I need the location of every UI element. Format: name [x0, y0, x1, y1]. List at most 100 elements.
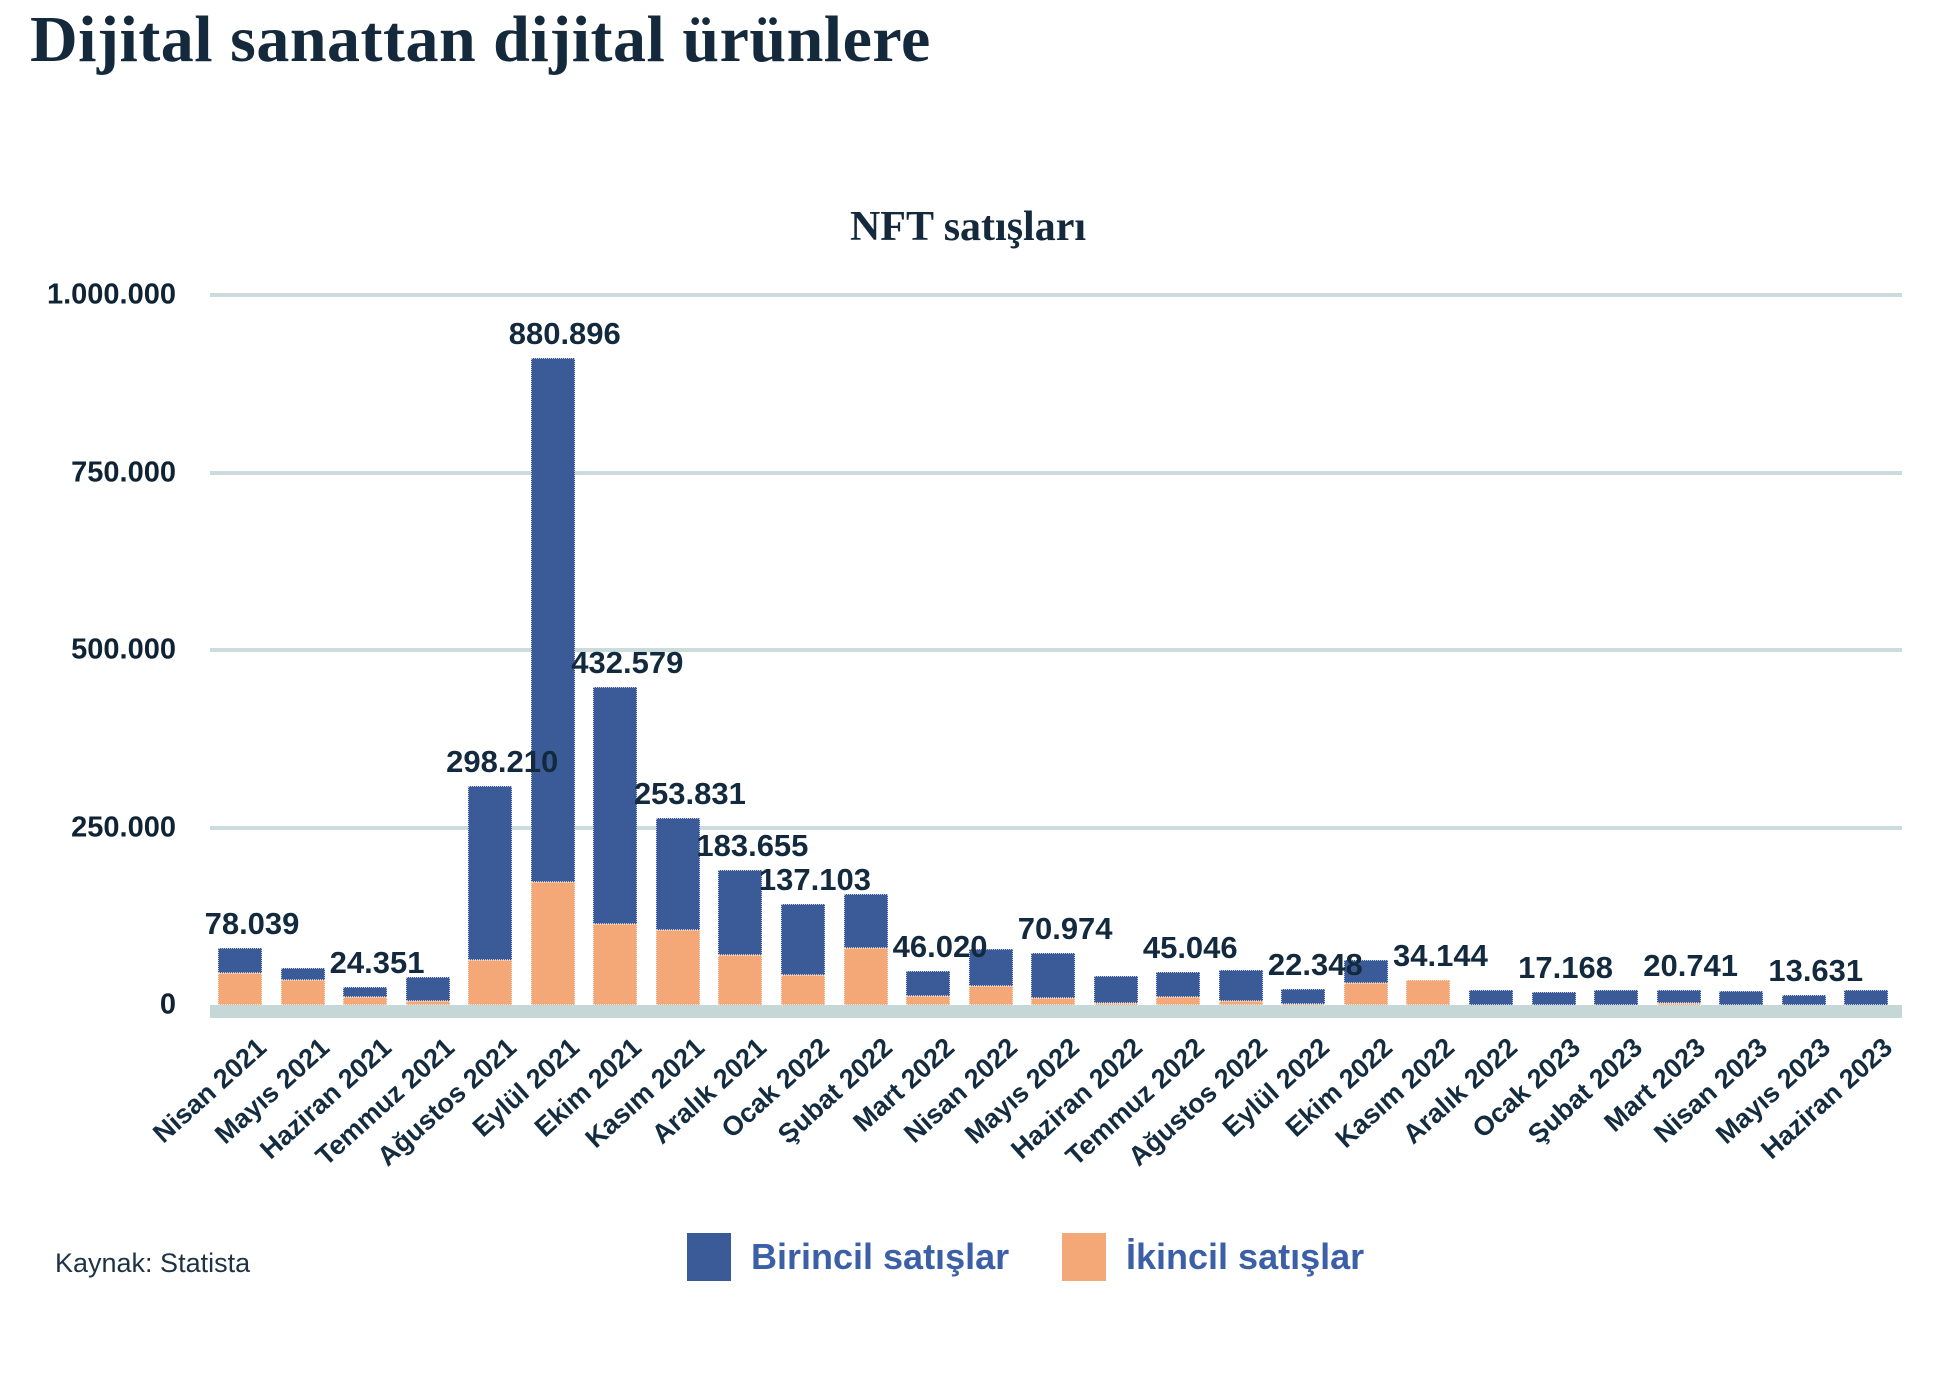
bar-ağustos-2021: [468, 785, 513, 1005]
bar-temmuz-2022: [1156, 971, 1201, 1005]
bar-segment-secondary: [968, 985, 1013, 1005]
bar-segment-secondary: [218, 972, 262, 1005]
bar-segment-primary: [1281, 988, 1326, 1004]
bar-segment-secondary: [593, 924, 638, 1005]
bar-segment-secondary: [906, 996, 951, 1005]
bar-value-label: 34.144: [1393, 937, 1488, 973]
bar-ocak-2022: [780, 904, 825, 1005]
bar-eylül-2022: [1281, 988, 1326, 1005]
bar-segment-primary: [843, 894, 888, 948]
bar-ağustos-2022: [1218, 969, 1263, 1005]
bar-mart-2022: [906, 971, 951, 1005]
bar-segment-primary: [218, 947, 262, 973]
bar-value-label: 45.046: [1142, 929, 1238, 965]
y-axis-tick-label: 1.000.000: [46, 278, 176, 311]
bar-eylül-2021: [530, 357, 575, 1005]
gridline-500000: [210, 648, 1902, 652]
bar-aralık-2021: [718, 870, 763, 1005]
bar-segment-primary: [1469, 990, 1513, 1005]
bar-segment-primary: [468, 785, 513, 961]
bar-value-label: 22.348: [1267, 946, 1363, 982]
bar-mayıs-2022: [1031, 952, 1076, 1005]
source-note: Kaynak: Statista: [55, 1248, 251, 1278]
bar-haziran-2021: [343, 987, 388, 1005]
bar-segment-secondary: [1031, 997, 1076, 1005]
bar-haziran-2022: [1093, 976, 1138, 1005]
bar-segment-secondary: [780, 974, 825, 1005]
bar-şubat-2023: [1594, 990, 1639, 1005]
bar-segment-primary: [1156, 971, 1201, 997]
bar-segment-primary: [1093, 976, 1138, 1003]
bar-value-label: 24.351: [329, 945, 425, 981]
legend-label-primary: Birincil satışlar: [751, 1236, 1010, 1277]
bar-segment-secondary: [405, 1000, 450, 1005]
bar-segment-secondary: [655, 930, 700, 1005]
x-axis-line: [210, 1005, 1902, 1018]
gridline-250000: [210, 825, 1902, 830]
secondary-series-swatch: [1062, 1233, 1106, 1281]
bar-segment-primary: [906, 971, 951, 997]
bar-value-label: 46.020: [892, 929, 988, 965]
legend: Birincil satışlar İkincil satışlar: [0, 1233, 1940, 1281]
bar-segment-secondary: [1656, 1002, 1701, 1005]
bar-value-label: 20.741: [1643, 947, 1739, 983]
bar-segment-primary: [655, 818, 700, 931]
bar-segment-primary: [1218, 969, 1263, 1001]
bar-segment-secondary: [1093, 1002, 1138, 1005]
bar-value-label: 298.210: [446, 743, 559, 779]
bar-segment-primary: [1656, 989, 1701, 1003]
bar-segment-primary: [343, 987, 388, 997]
bar-segment-primary: [1531, 992, 1576, 1005]
bar-value-label: 13.631: [1768, 952, 1864, 988]
bar-haziran-2023: [1844, 990, 1889, 1005]
bar-şubat-2022: [843, 894, 888, 1005]
bar-value-label: 253.831: [633, 776, 746, 812]
bar-value-label: 17.168: [1518, 950, 1613, 986]
bar-segment-secondary: [718, 955, 763, 1005]
bar-value-label: 70.974: [1017, 910, 1113, 946]
bar-segment-primary: [968, 949, 1013, 986]
legend-label-secondary: İkincil satışlar: [1126, 1236, 1365, 1277]
bar-segment-secondary: [1343, 982, 1388, 1005]
bar-value-label: 183.655: [696, 828, 809, 863]
bar-nisan-2021: [218, 947, 262, 1005]
bar-value-label: 432.579: [571, 645, 684, 681]
bar-nisan-2022: [968, 949, 1013, 1005]
bar-segment-primary: [718, 870, 763, 956]
y-axis-tick-label: 250.000: [71, 811, 176, 843]
bar-ekim-2021: [593, 687, 638, 1005]
bar-segment-secondary: [1156, 996, 1201, 1005]
bar-nisan-2023: [1719, 991, 1764, 1005]
bar-segment-primary: [1031, 952, 1076, 998]
bar-segment-primary: [280, 968, 325, 981]
bar-segment-secondary: [280, 980, 325, 1005]
bar-segment-primary: [1343, 960, 1388, 983]
bar-segment-primary: [405, 977, 450, 1001]
bar-value-label: 137.103: [758, 862, 871, 898]
bar-segment-secondary: [530, 882, 575, 1005]
bar-segment-primary: [780, 904, 825, 975]
bar-aralık-2022: [1469, 990, 1513, 1005]
primary-series-swatch: [687, 1233, 731, 1281]
y-axis-tick-label: 0: [159, 988, 176, 1021]
bar-temmuz-2021: [405, 977, 450, 1005]
bar-segment-secondary: [1218, 1000, 1263, 1005]
gridline-750000: [210, 470, 1902, 475]
chart-title: NFT satışları: [849, 204, 1087, 250]
bar-segment-secondary: [468, 960, 513, 1005]
bar-value-label: 880.896: [508, 315, 621, 351]
bar-mayıs-2023: [1781, 994, 1826, 1005]
bar-segment-secondary: [343, 996, 388, 1005]
bar-segment-primary: [530, 357, 575, 883]
page-title: Dijital sanattan dijital ürünlere: [30, 3, 931, 76]
bar-segment-primary: [1594, 990, 1639, 1005]
plot-area: [210, 293, 1902, 1018]
bar-mayıs-2021: [280, 968, 325, 1005]
bar-ocak-2023: [1531, 992, 1576, 1005]
bar-segment-secondary: [1406, 979, 1451, 1005]
bar-ekim-2022: [1343, 960, 1388, 1005]
bar-mart-2023: [1656, 989, 1701, 1005]
bar-kasım-2022: [1406, 979, 1451, 1005]
bar-segment-primary: [1781, 994, 1826, 1005]
